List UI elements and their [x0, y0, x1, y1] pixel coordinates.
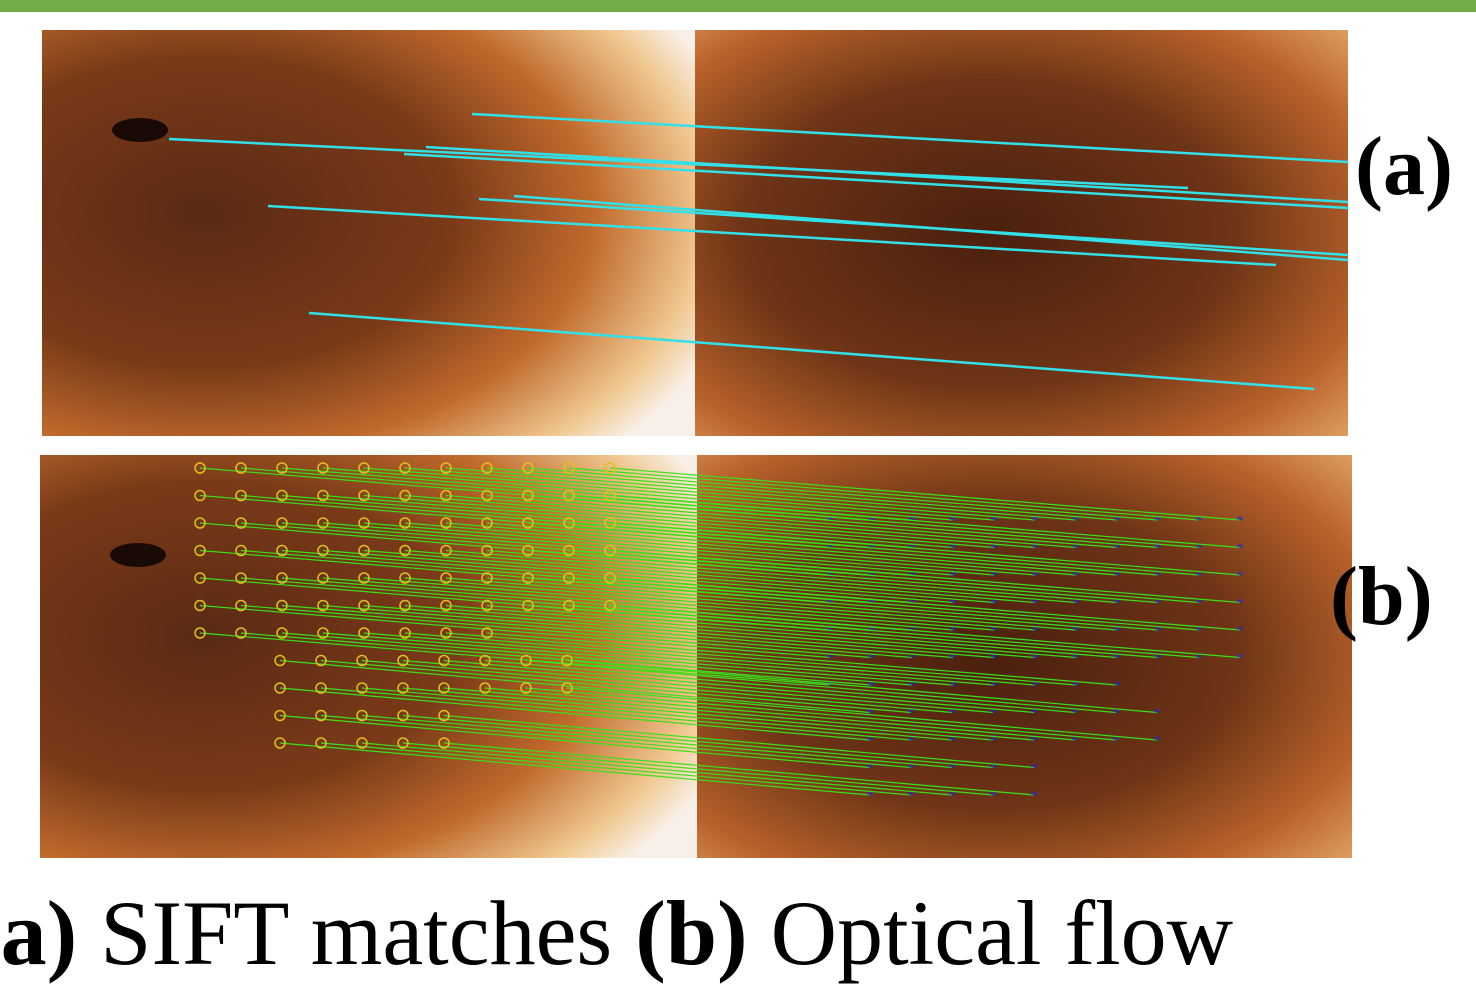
- flow-end: *: [1237, 514, 1244, 529]
- flow-end: *: [1154, 707, 1161, 722]
- panel-a-image: [42, 30, 1348, 436]
- caption-text: Optical flow: [771, 882, 1233, 984]
- flow-end: *: [1237, 652, 1244, 667]
- flow-end: *: [1237, 542, 1244, 557]
- caption-text: SIFT matches: [100, 882, 612, 984]
- flow-end: *: [1237, 624, 1244, 639]
- caption-label: (b): [635, 882, 747, 984]
- caption-label: (a): [0, 882, 77, 984]
- panel-label: (b): [1330, 548, 1433, 645]
- flow-end: *: [1114, 679, 1121, 694]
- flow-end: *: [1031, 789, 1038, 804]
- flow-end: *: [1031, 762, 1038, 777]
- panel-label: (a): [1355, 118, 1453, 215]
- flow-end: *: [1154, 734, 1161, 749]
- caption: (a) SIFT matches (b) Optical flow: [0, 880, 1233, 986]
- top-bar: [0, 0, 1476, 12]
- page: ****************************************…: [0, 0, 1476, 994]
- flow-end: *: [1237, 569, 1244, 584]
- flow-end: *: [1237, 597, 1244, 612]
- figure: ****************************************…: [0, 0, 1476, 870]
